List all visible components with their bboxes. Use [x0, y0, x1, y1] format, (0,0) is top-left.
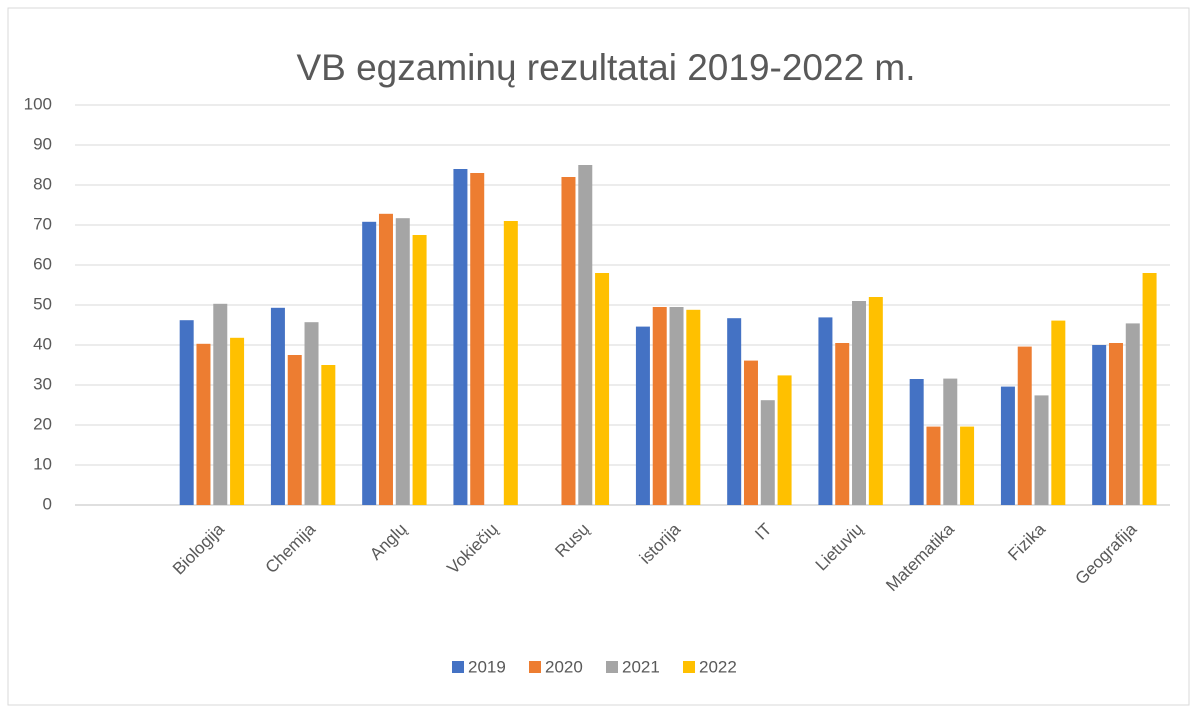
chart-title: VB egzaminų rezultatai 2019-2022 m.	[296, 47, 915, 88]
bar	[1034, 395, 1049, 505]
bar	[960, 426, 975, 505]
bar	[470, 173, 485, 505]
bar	[561, 177, 576, 505]
bar	[179, 320, 194, 505]
legend-label: 2020	[545, 657, 583, 676]
bar	[1092, 345, 1107, 505]
bar	[1108, 343, 1123, 505]
bar	[287, 355, 302, 505]
bar	[635, 326, 650, 505]
bar	[503, 221, 518, 505]
bar	[321, 365, 336, 505]
y-tick-label: 30	[33, 374, 52, 393]
y-tick-label: 100	[24, 94, 52, 113]
bar	[852, 301, 867, 505]
bar	[835, 343, 850, 505]
legend-label: 2021	[622, 657, 660, 676]
legend-swatch	[529, 661, 541, 673]
y-tick-label: 10	[33, 454, 52, 473]
legend-swatch	[683, 661, 695, 673]
bar	[1017, 346, 1032, 505]
bar	[909, 379, 924, 505]
y-tick-label: 90	[33, 134, 52, 153]
bar	[270, 307, 285, 505]
bar	[652, 307, 667, 505]
bar	[1142, 273, 1157, 505]
y-tick-label: 70	[33, 214, 52, 233]
bar	[686, 309, 701, 505]
legend-swatch	[452, 661, 464, 673]
y-tick-label: 50	[33, 294, 52, 313]
bar	[362, 221, 377, 506]
bar	[1051, 320, 1066, 505]
bar	[595, 273, 610, 505]
legend-swatch	[606, 661, 618, 673]
bar	[1000, 386, 1015, 505]
bar	[578, 165, 593, 505]
legend-label: 2022	[699, 657, 737, 676]
legend-label: 2019	[468, 657, 506, 676]
bar	[943, 378, 958, 505]
bar	[818, 317, 833, 505]
bar	[213, 303, 228, 505]
bar	[926, 426, 941, 505]
y-tick-label: 60	[33, 254, 52, 273]
y-tick-label: 80	[33, 174, 52, 193]
bar	[378, 213, 393, 506]
bar	[669, 307, 684, 505]
bar	[743, 360, 758, 505]
bar	[412, 235, 427, 505]
bar	[196, 343, 211, 505]
y-tick-label: 40	[33, 334, 52, 353]
y-tick-label: 20	[33, 414, 52, 433]
y-tick-label: 0	[43, 494, 52, 513]
bar	[727, 318, 742, 505]
bar	[760, 400, 775, 505]
bar	[777, 375, 792, 505]
bar	[230, 337, 245, 505]
bar	[1125, 323, 1140, 505]
bar	[453, 169, 468, 505]
bar	[395, 218, 410, 505]
bar	[304, 322, 319, 505]
bar	[868, 297, 883, 505]
